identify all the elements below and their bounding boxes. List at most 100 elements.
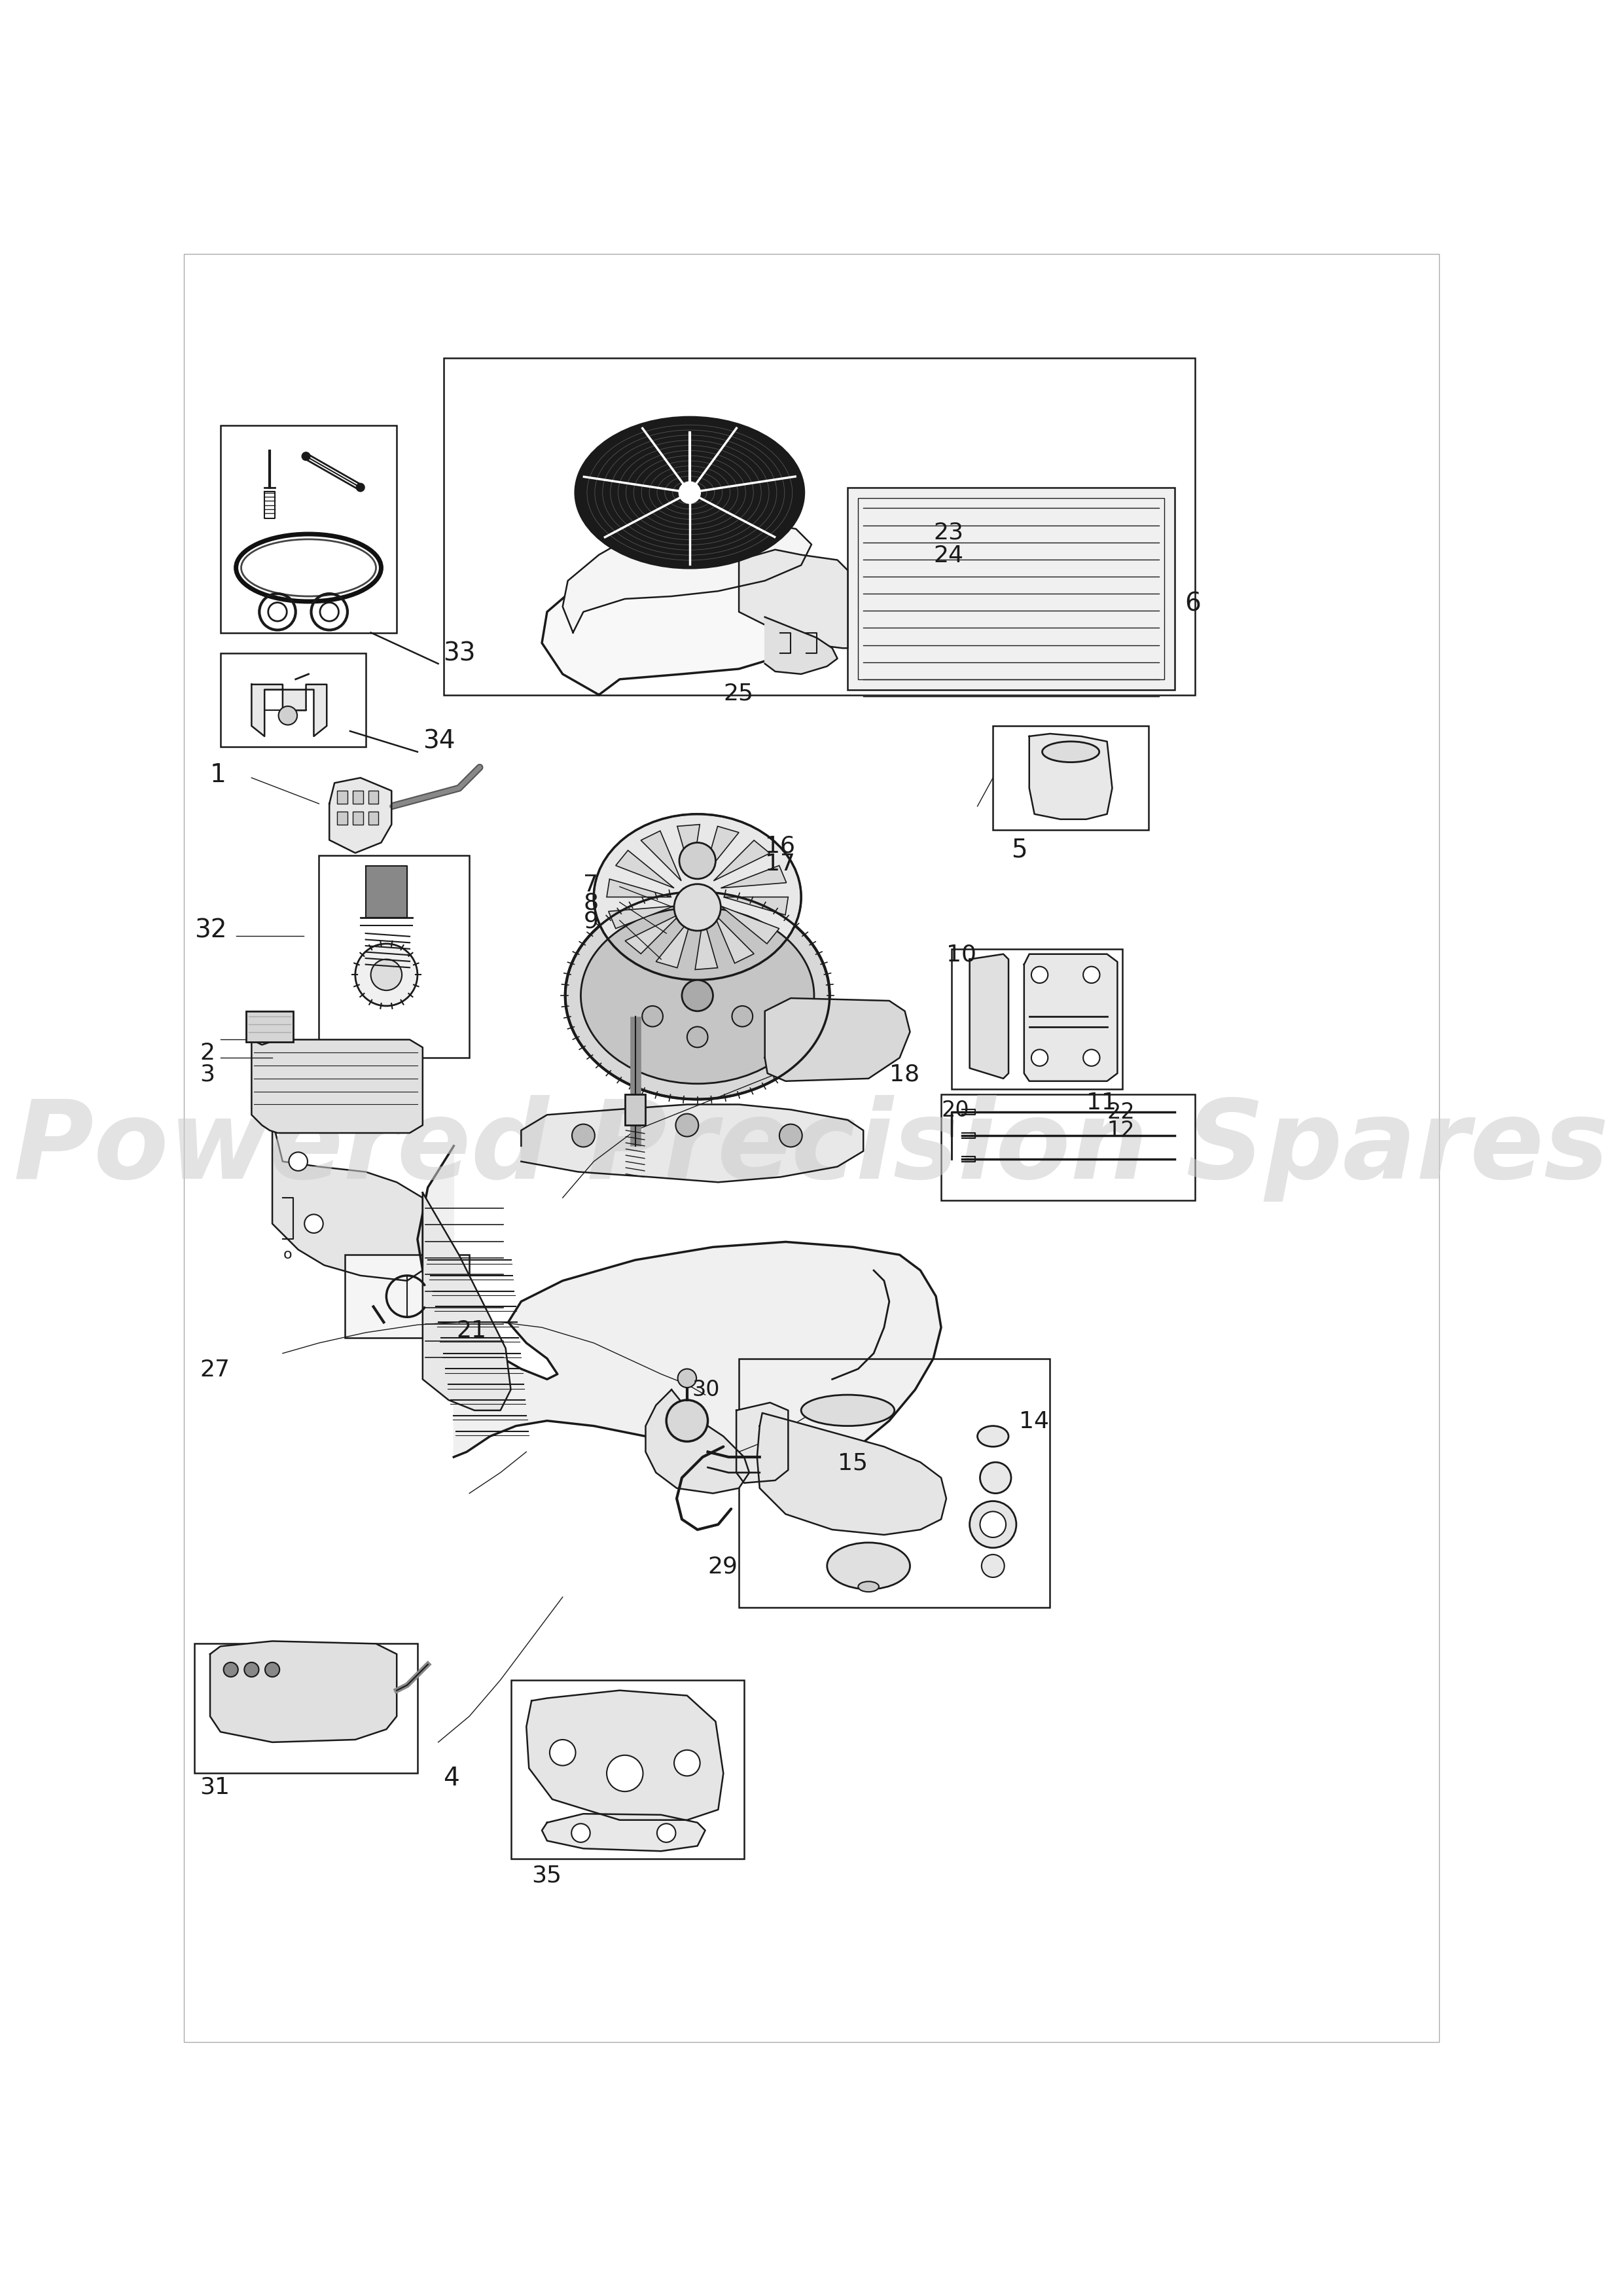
Circle shape: [732, 1006, 753, 1026]
Circle shape: [1083, 967, 1100, 983]
Ellipse shape: [565, 891, 829, 1100]
Text: 4: 4: [443, 1766, 459, 1791]
Text: 18: 18: [889, 1063, 920, 1086]
Text: 32: 32: [195, 918, 227, 944]
Bar: [352, 790, 364, 804]
Text: 9: 9: [583, 909, 599, 932]
Text: 35: 35: [531, 1864, 562, 1887]
Polygon shape: [721, 907, 779, 944]
Polygon shape: [646, 1389, 750, 1492]
Polygon shape: [542, 1814, 706, 1851]
Ellipse shape: [1042, 742, 1099, 762]
Polygon shape: [1024, 955, 1117, 1081]
Circle shape: [289, 1153, 307, 1171]
Bar: [338, 810, 347, 824]
Text: 3: 3: [200, 1063, 214, 1086]
Circle shape: [980, 1463, 1011, 1492]
Circle shape: [1083, 1049, 1100, 1065]
Circle shape: [279, 707, 297, 726]
Text: 25: 25: [724, 682, 753, 705]
Bar: [195, 1644, 417, 1773]
Text: 5: 5: [1011, 838, 1027, 863]
Circle shape: [675, 1114, 698, 1137]
Text: 34: 34: [422, 730, 454, 753]
Circle shape: [657, 1823, 675, 1841]
Circle shape: [265, 1662, 279, 1676]
Bar: [847, 487, 1175, 689]
Text: 10: 10: [946, 944, 977, 967]
Ellipse shape: [581, 907, 815, 1084]
Bar: [338, 790, 347, 804]
Circle shape: [305, 1215, 323, 1233]
Ellipse shape: [576, 418, 803, 567]
Text: 21: 21: [456, 1320, 487, 1341]
Circle shape: [982, 1554, 1005, 1577]
Bar: [859, 498, 1164, 680]
Polygon shape: [615, 850, 674, 889]
Circle shape: [682, 980, 712, 1010]
Polygon shape: [714, 840, 769, 882]
Text: 7: 7: [583, 875, 599, 895]
Bar: [320, 856, 469, 1058]
Text: 33: 33: [443, 641, 476, 666]
Text: 15: 15: [837, 1451, 868, 1474]
Polygon shape: [563, 521, 812, 634]
Ellipse shape: [977, 1426, 1008, 1446]
Polygon shape: [329, 778, 391, 852]
Circle shape: [607, 1754, 643, 1791]
Text: 30: 30: [693, 1380, 721, 1401]
Bar: [247, 1010, 294, 1042]
Polygon shape: [738, 549, 847, 647]
Bar: [352, 810, 364, 824]
Polygon shape: [721, 866, 787, 889]
Text: 6: 6: [1185, 590, 1201, 615]
Polygon shape: [365, 866, 407, 918]
Ellipse shape: [828, 1543, 911, 1589]
Circle shape: [969, 1502, 1016, 1548]
Polygon shape: [724, 898, 789, 916]
Ellipse shape: [594, 815, 802, 980]
Circle shape: [571, 1125, 594, 1148]
Text: 16: 16: [764, 836, 795, 856]
Circle shape: [680, 482, 700, 503]
Circle shape: [571, 1823, 591, 1841]
Text: 27: 27: [200, 1359, 230, 1380]
Circle shape: [1031, 967, 1048, 983]
Text: 22: 22: [1107, 1102, 1134, 1123]
Text: 20: 20: [941, 1100, 969, 1120]
Circle shape: [357, 482, 365, 491]
Polygon shape: [756, 1412, 946, 1534]
Polygon shape: [209, 1642, 396, 1743]
Polygon shape: [625, 914, 682, 953]
Polygon shape: [542, 549, 833, 696]
Bar: [443, 358, 1195, 696]
Bar: [941, 1095, 1195, 1201]
Bar: [511, 1681, 743, 1860]
Circle shape: [550, 1740, 576, 1766]
Polygon shape: [526, 1690, 724, 1821]
Circle shape: [678, 1368, 696, 1387]
Polygon shape: [764, 618, 837, 675]
Circle shape: [245, 1662, 258, 1676]
Circle shape: [355, 944, 417, 1006]
Circle shape: [224, 1662, 239, 1676]
Circle shape: [680, 843, 716, 879]
Bar: [993, 726, 1149, 829]
Text: 29: 29: [708, 1557, 738, 1577]
Text: 14: 14: [1019, 1410, 1048, 1433]
Circle shape: [643, 1006, 662, 1026]
Polygon shape: [252, 684, 326, 737]
Polygon shape: [609, 907, 674, 928]
Circle shape: [370, 960, 403, 990]
Polygon shape: [1029, 735, 1112, 820]
Text: 31: 31: [200, 1775, 230, 1798]
Polygon shape: [764, 999, 911, 1081]
Polygon shape: [656, 918, 691, 969]
Polygon shape: [273, 1120, 422, 1281]
Polygon shape: [252, 1040, 422, 1132]
Bar: [951, 948, 1123, 1088]
Bar: [368, 790, 378, 804]
Circle shape: [1031, 1049, 1048, 1065]
Polygon shape: [695, 918, 717, 969]
Circle shape: [687, 1026, 708, 1047]
